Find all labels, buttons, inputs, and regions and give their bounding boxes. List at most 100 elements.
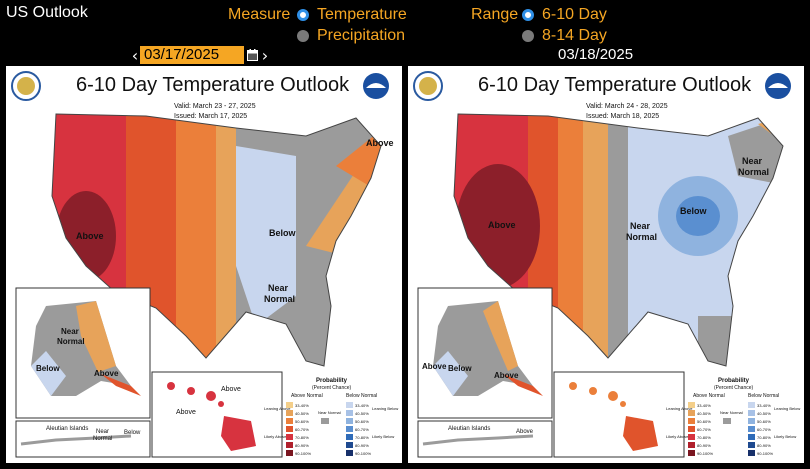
range-8-14-radio[interactable]: 8-14 Day	[522, 27, 607, 45]
range-6-10-label: 6-10 Day	[542, 6, 607, 23]
alaska-inset: Near Normal Below Above	[15, 287, 151, 419]
measure-temperature-radio[interactable]: Temperature	[297, 6, 407, 24]
legend: Probability (Percent Chance) Above Norma…	[264, 378, 398, 456]
label-below: Below	[680, 206, 708, 216]
date-input[interactable]	[140, 46, 244, 64]
app-title: US Outlook	[6, 4, 88, 21]
aleutian-inset: Aleutian Islands Near Normal Below	[15, 420, 151, 458]
legend-range-above: 70-80%	[697, 435, 711, 440]
legend-range-above: 50-60%	[697, 419, 711, 424]
measure-precipitation-radio[interactable]: Precipitation	[297, 27, 405, 45]
legend-below-header: Below Normal	[346, 393, 377, 399]
legend: Probability (Percent Chance) Above Norma…	[666, 378, 800, 456]
nws-logo-icon	[765, 73, 791, 99]
legend-swatch-above	[286, 418, 293, 424]
range-6-10-radio[interactable]: 6-10 Day	[522, 6, 607, 24]
legend-range-below: 60-70%	[355, 427, 369, 432]
legend-range-below: 90-100%	[757, 451, 773, 456]
measure-temperature-label: Temperature	[317, 6, 407, 23]
legend-swatch-above	[688, 434, 695, 440]
legend-swatch-below	[346, 402, 353, 408]
radio-unselected-icon	[522, 30, 534, 42]
nws-logo-icon	[363, 73, 389, 99]
prev-date-arrow-icon[interactable]: ‹	[131, 45, 139, 65]
label-al-near: Near	[96, 429, 109, 435]
legend-swatch-above	[688, 410, 695, 416]
label-above-west: Above	[488, 220, 516, 230]
legend-range-above: 33-40%	[295, 403, 309, 408]
legend-swatch-above	[688, 450, 695, 456]
legend-range-above: 80-90%	[295, 443, 309, 448]
label-ak-above: Above	[94, 369, 119, 378]
legend-likely-above: Likely Above	[666, 434, 689, 439]
legend-swatch-below	[346, 450, 353, 456]
radio-selected-icon	[297, 9, 309, 21]
legend-range-below: 40-50%	[757, 411, 771, 416]
label-aleutian: Aleutian Islands	[46, 426, 88, 432]
legend-swatch-below	[346, 426, 353, 432]
legend-near-normal: Near Normal	[720, 410, 743, 415]
legend-likely-above: Likely Above	[264, 434, 287, 439]
label-normal: Normal	[264, 294, 295, 304]
range-8-14-label: 8-14 Day	[542, 27, 607, 44]
label-below: Below	[269, 228, 297, 238]
legend-swatch-above	[688, 442, 695, 448]
calendar-icon[interactable]	[244, 46, 260, 64]
legend-leaning-below: Leaning Below	[774, 406, 800, 411]
legend-range-above: 60-70%	[295, 427, 309, 432]
legend-range-below: 50-60%	[757, 419, 771, 424]
label-near: Near	[630, 221, 651, 231]
label-ak-above-1: Above	[422, 362, 447, 371]
legend-above-header: Above Normal	[693, 393, 725, 399]
label-al-normal: Normal	[93, 436, 112, 442]
label-al-above: Above	[516, 429, 534, 435]
legend-range-above: 33-40%	[697, 403, 711, 408]
legend-range-below: 60-70%	[757, 427, 771, 432]
label-above-ne: Above	[366, 138, 394, 148]
legend-range-above: 40-50%	[697, 411, 711, 416]
noaa-logo-left-icon	[11, 71, 41, 101]
aleutian-inset: Aleutian Islands Above	[417, 420, 553, 458]
legend-range-above: 40-50%	[295, 411, 309, 416]
legend-swatch-below	[346, 442, 353, 448]
legend-title: Probability	[718, 378, 750, 384]
legend-swatch-below	[748, 402, 755, 408]
legend-subtitle: (Percent Chance)	[312, 385, 352, 391]
legend-swatch-above	[286, 434, 293, 440]
label-near-ne: Near	[742, 156, 763, 166]
legend-range-above: 60-70%	[697, 427, 711, 432]
legend-range-below: 90-100%	[355, 451, 371, 456]
issued-date: Issued: March 18, 2025	[586, 113, 659, 120]
label-normal: Normal	[626, 232, 657, 242]
next-date-arrow-icon[interactable]: ›	[261, 45, 269, 65]
label-ak-below: Below	[448, 364, 472, 373]
legend-range-above: 50-60%	[295, 419, 309, 424]
legend-swatch-below	[748, 426, 755, 432]
legend-range-below: 70-80%	[355, 435, 369, 440]
legend-range-above: 90-100%	[295, 451, 311, 456]
measure-label: Measure	[228, 6, 291, 23]
legend-swatch-below	[748, 450, 755, 456]
comparison-date: 03/18/2025	[558, 46, 634, 63]
label-ak-near: Near	[61, 327, 79, 336]
legend-swatch-below	[748, 410, 755, 416]
legend-swatch-above	[688, 402, 695, 408]
label-aleutian: Aleutian Islands	[448, 426, 490, 432]
legend-leaning-below: Leaning Below	[372, 406, 398, 411]
valid-dates: Valid: March 23 - 27, 2025	[174, 103, 256, 110]
label-hi-above-1: Above	[221, 386, 241, 393]
label-ak-below: Below	[36, 364, 60, 373]
map-title: 6-10 Day Temperature Outlook	[478, 74, 752, 96]
legend-swatch-below	[346, 418, 353, 424]
valid-dates: Valid: March 24 - 28, 2025	[586, 103, 668, 110]
legend-swatch-above	[286, 450, 293, 456]
legend-subtitle: (Percent Chance)	[714, 385, 754, 391]
measure-precipitation-label: Precipitation	[317, 27, 406, 44]
legend-swatch-above	[286, 402, 293, 408]
hawaii-inset	[553, 371, 685, 458]
outlook-map-right: 6-10 Day Temperature Outlook Valid: Marc…	[408, 66, 804, 463]
legend-near-normal: Near Normal	[318, 410, 341, 415]
legend-range-below: 33-40%	[355, 403, 369, 408]
outlook-map-left: 6-10 Day Temperature Outlook Valid: Marc…	[6, 66, 402, 463]
legend-swatch-above	[688, 426, 695, 432]
